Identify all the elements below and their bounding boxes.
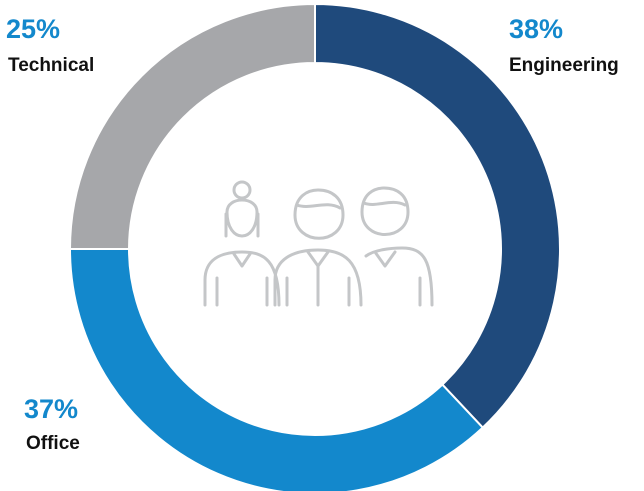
person-woman-icon xyxy=(203,180,281,307)
people-group-icon xyxy=(203,180,434,307)
engineering-label: Engineering xyxy=(509,55,619,76)
slice-office xyxy=(68,248,485,491)
donut-slices xyxy=(68,2,561,491)
slice-engineering xyxy=(314,2,561,430)
office-label: Office xyxy=(26,433,80,454)
slice-label-technical: 25% Technical xyxy=(6,14,94,76)
person-man-icon xyxy=(273,188,363,307)
slice-label-engineering: 38% Engineering xyxy=(509,14,619,76)
technical-percent: 25% xyxy=(6,14,60,44)
slice-label-office: 37% Office xyxy=(24,394,80,454)
person-man-icon xyxy=(360,186,434,307)
engineering-percent: 38% xyxy=(509,14,563,44)
slice-technical xyxy=(68,2,316,250)
office-percent: 37% xyxy=(24,394,78,424)
technical-label: Technical xyxy=(8,55,94,76)
